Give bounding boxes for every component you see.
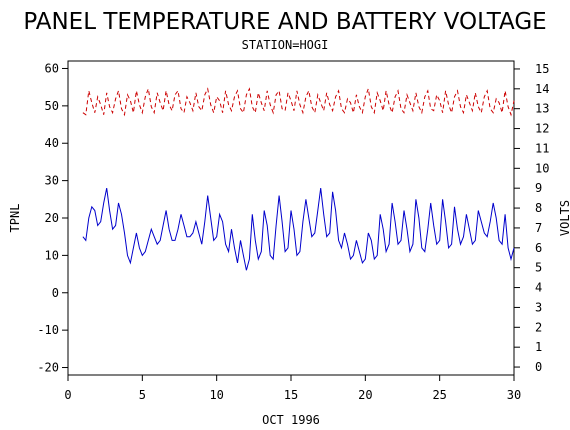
y-right-tick-label: 5 — [535, 261, 542, 275]
y-left-tick-label: 40 — [45, 136, 59, 150]
y-right-tick-label: 11 — [535, 141, 549, 155]
y-left-tick-label: 0 — [52, 286, 59, 300]
y-left-tick-label: -10 — [37, 323, 59, 337]
y-left-tick-label: 50 — [45, 99, 59, 113]
y-left-tick-label: 30 — [45, 174, 59, 188]
x-axis: 0 5 10 15 20 25 30 — [64, 375, 521, 402]
x-tick-label: 20 — [358, 388, 372, 402]
x-tick-label: 25 — [432, 388, 446, 402]
y-right-tick-label: 9 — [535, 181, 542, 195]
x-tick-label: 30 — [507, 388, 521, 402]
chart-subtitle: STATION=HOGI — [242, 38, 329, 52]
x-tick-label: 0 — [64, 388, 71, 402]
y-left-tick-label: 10 — [45, 248, 59, 262]
x-tick-label: 15 — [284, 388, 298, 402]
temperature-line — [82, 188, 515, 271]
y-right-tick-label: 0 — [535, 360, 542, 374]
plot-frame — [67, 60, 515, 376]
x-tick-label: 10 — [209, 388, 223, 402]
y-right-tick-label: 12 — [535, 122, 549, 136]
y-axis-right-label: VOLTS — [558, 200, 570, 236]
x-tick-label: 5 — [139, 388, 146, 402]
y-right-tick-label: 1 — [535, 340, 542, 354]
voltage-line — [82, 86, 515, 117]
y-axis-left: -20 -10 0 10 20 30 40 50 60 — [37, 61, 68, 375]
y-axis-left-label: TPNL — [8, 204, 22, 233]
y-right-tick-label: 6 — [535, 241, 542, 255]
y-right-tick-label: 10 — [535, 161, 549, 175]
y-right-tick-label: 14 — [535, 82, 549, 96]
y-right-tick-label: 2 — [535, 320, 542, 334]
y-right-tick-label: 8 — [535, 201, 542, 215]
y-right-tick-label: 13 — [535, 102, 549, 116]
y-left-tick-label: 60 — [45, 61, 59, 75]
voltage-series — [82, 86, 515, 117]
y-right-tick-label: 15 — [535, 62, 549, 76]
y-right-tick-label: 4 — [535, 281, 542, 295]
x-axis-label: OCT 1996 — [262, 413, 320, 427]
y-left-tick-label: 20 — [45, 211, 59, 225]
y-left-tick-label: -20 — [37, 361, 59, 375]
y-right-tick-label: 3 — [535, 300, 542, 314]
chart-title: PANEL TEMPERATURE AND BATTERY VOLTAGE — [23, 9, 546, 35]
temperature-series — [82, 188, 515, 271]
y-right-tick-label: 7 — [535, 221, 542, 235]
plot-area — [67, 60, 515, 376]
